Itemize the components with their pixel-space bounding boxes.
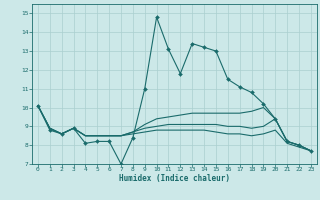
X-axis label: Humidex (Indice chaleur): Humidex (Indice chaleur) <box>119 174 230 183</box>
